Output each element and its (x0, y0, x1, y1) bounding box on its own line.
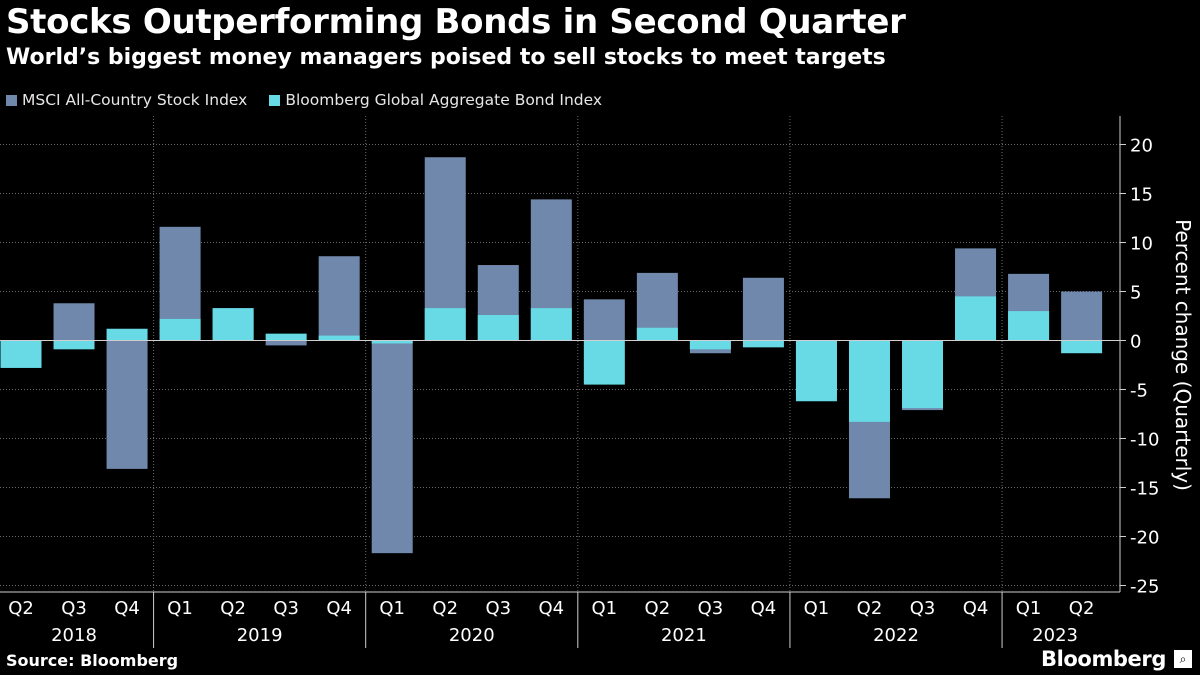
x-year-label: 2020 (449, 625, 495, 646)
bar-bonds (583, 340, 625, 385)
x-tick-label: Q3 (698, 598, 724, 619)
x-tick-label: Q1 (379, 598, 405, 619)
bar-bonds (159, 318, 201, 341)
bar-bonds (0, 340, 42, 368)
x-tick-label: Q2 (1069, 598, 1095, 619)
bar-stocks (265, 340, 307, 346)
x-tick-label: Q1 (592, 598, 618, 619)
x-tick-label: Q4 (114, 598, 140, 619)
x-year-label: 2019 (237, 625, 283, 646)
x-tick-label: Q4 (751, 598, 777, 619)
legend-swatch-bonds (269, 94, 281, 106)
bar-bonds (689, 340, 731, 350)
bar-bonds (318, 335, 360, 341)
y-tick-label: -20 (1130, 528, 1159, 549)
chart-subtitle: World’s biggest money managers poised to… (6, 45, 886, 70)
legend-label-stocks: MSCI All-Country Stock Index (22, 91, 248, 109)
bar-bonds (265, 333, 307, 341)
bar-bonds (902, 340, 944, 409)
x-tick-label: Q2 (432, 598, 458, 619)
bar-stocks (742, 277, 784, 341)
legend-swatch-stocks (6, 94, 17, 106)
y-tick-label: -5 (1130, 381, 1148, 402)
bar-stocks (53, 303, 95, 341)
x-year-label: 2022 (873, 625, 919, 646)
x-tick-label: Q3 (485, 598, 511, 619)
x-year-label: 2023 (1032, 625, 1078, 646)
legend-item-bonds: Bloomberg Global Aggregate Bond Index (269, 91, 602, 109)
x-year-label: 2021 (661, 625, 707, 646)
legend-item-stocks: MSCI All-Country Stock Index (6, 91, 247, 109)
legend: MSCI All-Country Stock Index Bloomberg G… (6, 91, 624, 109)
bar-bonds (1008, 311, 1050, 341)
x-tick-label: Q4 (326, 598, 352, 619)
brand-logo: Bloomberg (1040, 647, 1166, 671)
x-tick-label: Q2 (8, 598, 34, 619)
bar-bonds (795, 340, 837, 402)
bar-stocks (318, 256, 360, 341)
x-year-label: 2018 (51, 625, 97, 646)
bloomberg-terminal-icon: ⌕ (1174, 650, 1192, 668)
y-tick-label: 5 (1130, 283, 1141, 304)
x-tick-label: Q3 (273, 598, 299, 619)
bar-stocks (583, 299, 625, 341)
x-tick-label: Q3 (61, 598, 87, 619)
bar-bonds (1061, 340, 1103, 354)
x-tick-label: Q4 (538, 598, 564, 619)
bar-stocks (106, 340, 148, 469)
bar-bonds (106, 328, 148, 341)
y-tick-label: -10 (1130, 430, 1159, 451)
x-tick-label: Q2 (645, 598, 671, 619)
bar-bonds (742, 340, 784, 348)
x-tick-label: Q1 (1016, 598, 1042, 619)
x-tick-label: Q3 (910, 598, 936, 619)
x-tick-label: Q1 (804, 598, 830, 619)
bar-bonds (530, 308, 572, 341)
x-tick-label: Q1 (167, 598, 193, 619)
bar-bonds (636, 327, 678, 341)
y-tick-label: 10 (1130, 234, 1153, 255)
bar-stocks (1061, 291, 1103, 341)
bar-bonds (212, 308, 254, 341)
x-tick-label: Q2 (857, 598, 883, 619)
bar-bonds (848, 340, 890, 422)
chart-title: Stocks Outperforming Bonds in Second Qua… (6, 2, 906, 42)
y-tick-label: 15 (1130, 185, 1153, 206)
y-tick-label: 0 (1130, 332, 1141, 353)
bar-stocks (371, 340, 413, 554)
y-tick-label: -15 (1130, 479, 1159, 500)
y-tick-label: 20 (1130, 136, 1153, 157)
bar-bonds (477, 315, 519, 341)
legend-label-bonds: Bloomberg Global Aggregate Bond Index (285, 91, 603, 109)
bar-bonds (53, 340, 95, 350)
x-tick-label: Q4 (963, 598, 989, 619)
y-tick-label: -25 (1130, 577, 1159, 598)
bar-bonds (955, 296, 997, 341)
y-axis-label: Percent change (Quarterly) (1171, 219, 1195, 491)
x-tick-label: Q2 (220, 598, 246, 619)
bar-bonds (424, 308, 466, 341)
source-note: Source: Bloomberg (6, 651, 179, 670)
bar-bonds (371, 340, 413, 344)
